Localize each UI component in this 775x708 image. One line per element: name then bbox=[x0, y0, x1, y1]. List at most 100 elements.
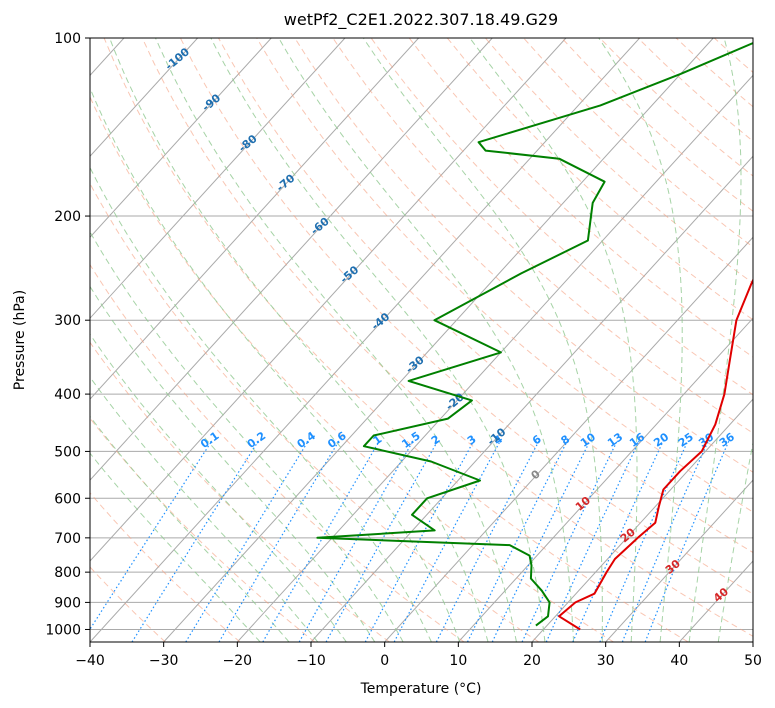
moist-adiabat bbox=[90, 333, 347, 642]
x-tick-label: −20 bbox=[223, 653, 253, 669]
isotherm bbox=[236, 74, 753, 642]
mixing-ratio-line bbox=[298, 440, 414, 642]
mixing-ratio-line bbox=[131, 440, 260, 642]
temperature-line bbox=[558, 277, 753, 631]
mixing-ratio-line bbox=[572, 440, 664, 642]
y-axis-ticks: 100 200 300 400 500 600 700 800 900 1000 bbox=[45, 31, 90, 638]
mixing-ratio-label: 3 bbox=[465, 433, 479, 448]
mixing-ratio-label: 36 bbox=[717, 430, 737, 450]
dry-adiabat bbox=[90, 492, 241, 642]
mixing-ratio-line bbox=[545, 440, 640, 642]
dry-adiabat bbox=[752, 38, 753, 40]
mixing-ratio-line bbox=[364, 440, 475, 642]
dry-adiabats bbox=[90, 38, 753, 642]
isotherm bbox=[90, 38, 641, 642]
moist-adiabat bbox=[598, 38, 683, 642]
plot-area: 0.1 0.2 0.4 0.6 1 1.5 2 3 4 6 8 10 13 16 20 25 30 36-100-… bbox=[90, 38, 753, 642]
moist-adiabat bbox=[90, 452, 261, 642]
x-tick-label: 40 bbox=[670, 653, 688, 669]
y-tick-label: 900 bbox=[54, 595, 81, 611]
x-tick-label: −40 bbox=[75, 653, 105, 669]
mixing-ratio-label: 10 bbox=[578, 430, 598, 450]
dry-adiabat bbox=[90, 341, 390, 642]
y-tick-label: 600 bbox=[54, 491, 81, 507]
mixing-ratio-line bbox=[185, 440, 309, 642]
y-tick-label: 100 bbox=[54, 31, 81, 47]
x-tick-label: −10 bbox=[296, 653, 326, 669]
isotherm bbox=[90, 38, 199, 158]
x-tick-label: 20 bbox=[523, 653, 541, 669]
x-axis-label: Temperature (°C) bbox=[360, 681, 482, 697]
profile-series bbox=[316, 41, 753, 631]
dry-adiabat bbox=[332, 38, 753, 434]
mixing-ratio-line bbox=[466, 440, 568, 642]
mixing-ratio-line bbox=[218, 440, 340, 642]
chart-title: wetPf2_C2E1.2022.307.18.49.G29 bbox=[284, 10, 558, 30]
y-tick-label: 200 bbox=[54, 209, 81, 225]
dry-adiabat bbox=[90, 566, 166, 642]
mixing-ratio-line bbox=[599, 440, 689, 642]
x-tick-label: −30 bbox=[149, 653, 179, 669]
y-tick-label: 800 bbox=[54, 565, 81, 581]
mixing-ratio-label: 0.6 bbox=[325, 429, 349, 451]
mixing-ratio-lines bbox=[90, 440, 730, 642]
moist-adiabat bbox=[688, 38, 742, 642]
plot-frame bbox=[89, 37, 754, 643]
moist-adiabat bbox=[210, 38, 546, 642]
moist-adiabat-label: 0 bbox=[529, 467, 543, 482]
x-tick-label: 10 bbox=[449, 653, 467, 669]
dewpoint-line bbox=[316, 41, 753, 627]
isotherm bbox=[90, 38, 567, 562]
mixing-ratio-label: 8 bbox=[559, 433, 573, 448]
dry-adiabat bbox=[485, 38, 753, 284]
moist-adiabat bbox=[155, 38, 517, 642]
y-axis-label: Pressure (hPa) bbox=[12, 290, 28, 390]
dry-adiabat bbox=[90, 95, 614, 642]
dry-adiabat bbox=[408, 38, 753, 358]
y-tick-label: 500 bbox=[54, 444, 81, 460]
moist-adiabat bbox=[90, 231, 404, 642]
moist-adiabat bbox=[278, 38, 575, 642]
mixing-ratio-line bbox=[621, 440, 709, 642]
moist-adiabat bbox=[362, 38, 603, 642]
x-tick-label: 0 bbox=[380, 653, 389, 669]
moist-adiabat bbox=[90, 376, 319, 642]
isotherm bbox=[531, 398, 753, 642]
mixing-ratio-label: 25 bbox=[676, 430, 696, 449]
mixing-ratio-line bbox=[325, 440, 439, 642]
dry-adiabat bbox=[141, 38, 753, 637]
mixing-ratio-line bbox=[435, 440, 540, 642]
isotherm bbox=[384, 236, 753, 642]
dry-adiabat bbox=[103, 38, 689, 642]
x-tick-label: 50 bbox=[744, 653, 762, 669]
moist-adiabat bbox=[90, 166, 432, 642]
dry-adiabat bbox=[523, 38, 753, 248]
dry-adiabat bbox=[446, 38, 753, 321]
line-labels: 0.1 0.2 0.4 0.6 1 1.5 2 3 4 6 8 10 13 16 20 25 30 36-100-… bbox=[163, 45, 738, 605]
mixing-ratio-label: 1.5 bbox=[399, 429, 422, 451]
isotherm bbox=[90, 38, 272, 238]
isotherm bbox=[163, 38, 714, 642]
mixing-ratio-label: 0.1 bbox=[198, 429, 221, 451]
mixing-ratio-label: 0.4 bbox=[295, 429, 319, 451]
moist-adiabat bbox=[717, 440, 753, 642]
isotherm bbox=[310, 155, 753, 642]
dry-adiabat bbox=[256, 38, 753, 513]
mixing-ratio-label: 20 bbox=[651, 430, 671, 450]
isotherm bbox=[678, 560, 753, 642]
mixing-ratio-label: 2 bbox=[429, 433, 443, 448]
y-tick-label: 700 bbox=[54, 531, 81, 547]
mixing-ratio-line bbox=[262, 440, 381, 642]
dry-adiabat bbox=[179, 38, 753, 595]
dry-adiabat bbox=[675, 38, 753, 108]
mixing-ratio-label: 0.2 bbox=[245, 429, 268, 451]
moist-adiabat bbox=[90, 86, 461, 642]
moist-adiabats bbox=[90, 38, 753, 642]
dry-adiabat bbox=[90, 417, 316, 642]
dry-adiabat bbox=[370, 38, 753, 396]
isobar-grid bbox=[90, 38, 753, 630]
isotherm bbox=[90, 38, 420, 400]
isotherm bbox=[752, 641, 753, 642]
moist-adiabat bbox=[90, 285, 376, 642]
x-axis-ticks: −40 −30 −20 −10 0 10 20 30 40 50 bbox=[75, 642, 762, 669]
